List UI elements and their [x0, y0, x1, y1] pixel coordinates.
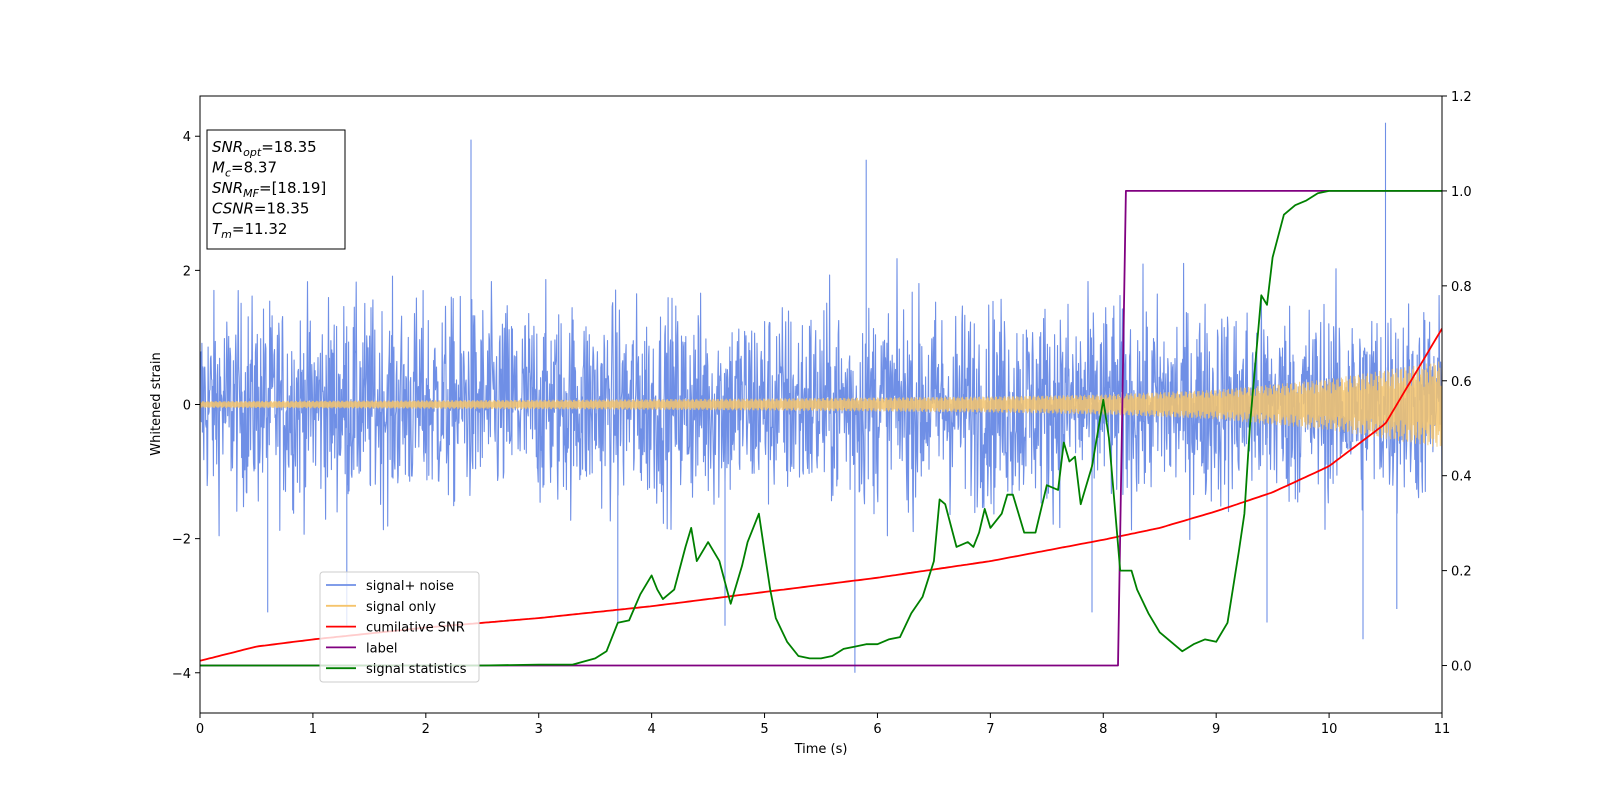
y-left-tick-label: 0 — [183, 399, 191, 414]
series-signal-statistics — [200, 190, 1442, 667]
x-tick-label: 1 — [309, 722, 317, 737]
y-left-tick-label: 2 — [183, 264, 191, 279]
y-right-tick-label: 1.2 — [1451, 90, 1472, 105]
legend: signal+ noise signal only cumilative SNR la… — [319, 571, 480, 683]
info-box-frame — [206, 129, 346, 250]
legend-frame — [319, 571, 480, 683]
series-label — [200, 190, 1442, 667]
y-right-tick-label: 1.0 — [1451, 185, 1472, 200]
y-right-tick-label: 0.6 — [1451, 375, 1472, 390]
legend-entry-label: signal statistics — [366, 662, 467, 677]
x-tick-label: 6 — [873, 722, 881, 737]
info-line: SNRopt=18.35 — [212, 138, 317, 159]
y-axis-label: Whitened strain — [149, 352, 164, 455]
plot-area — [200, 122, 1442, 673]
x-tick-label: 11 — [1434, 722, 1451, 737]
legend-entry-label: label — [366, 641, 397, 656]
x-tick-label: 8 — [1099, 722, 1107, 737]
x-tick-label: 3 — [535, 722, 543, 737]
y-left-tick-label: −2 — [172, 533, 191, 548]
y-right-tick-label: 0.0 — [1451, 660, 1472, 675]
x-tick-label: 10 — [1321, 722, 1338, 737]
y-left-tick-label: −4 — [172, 667, 191, 682]
info-line: SNRMF=[18.19] — [212, 179, 326, 200]
x-tick-label: 5 — [760, 722, 768, 737]
x-tick-label: 9 — [1212, 722, 1220, 737]
x-tick-label: 7 — [986, 722, 994, 737]
info-box: SNRopt=18.35Mc=8.37SNRMF=[18.19]CSNR=18.… — [206, 129, 346, 250]
y-right-tick-label: 0.4 — [1451, 470, 1472, 485]
axis-ticks: 0 1 2 3 4 5 6 7 8 9 10 11 −4 −2 0 2 4 0.0 0.2 0.4 0.6 0.8 1.0 1… — [172, 90, 1472, 737]
y-left-tick-label: 4 — [183, 130, 191, 145]
x-tick-label: 0 — [196, 722, 204, 737]
series-signal-only — [200, 361, 1442, 447]
legend-entry-label: signal+ noise — [366, 579, 454, 594]
info-line: Mc=8.37 — [212, 159, 277, 180]
x-tick-label: 2 — [422, 722, 430, 737]
x-tick-label: 4 — [647, 722, 655, 737]
x-axis-label: Time (s) — [794, 742, 848, 757]
legend-entry-label: cumilative SNR — [366, 621, 465, 636]
info-line: CSNR=18.35 — [212, 200, 309, 218]
y-right-tick-label: 0.2 — [1451, 565, 1472, 580]
info-line: Tm=11.32 — [212, 220, 287, 241]
y-right-tick-label: 0.8 — [1451, 280, 1472, 295]
legend-entry-label: signal only — [366, 600, 436, 615]
